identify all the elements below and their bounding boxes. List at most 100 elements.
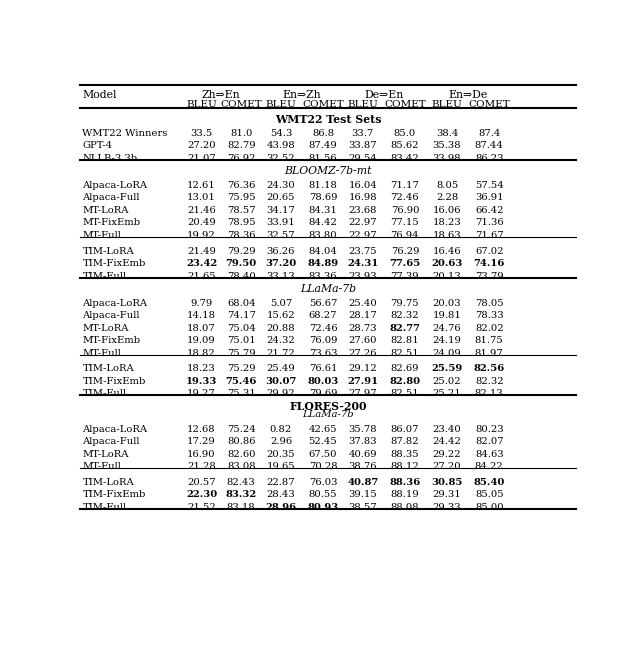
Text: 81.0: 81.0 [230, 129, 252, 138]
Text: MT-LoRA: MT-LoRA [83, 450, 129, 459]
Text: 30.85: 30.85 [431, 477, 463, 487]
Text: 35.38: 35.38 [433, 142, 461, 150]
Text: 29.12: 29.12 [348, 364, 377, 373]
Text: 16.90: 16.90 [188, 450, 216, 459]
Text: 25.21: 25.21 [433, 390, 461, 398]
Text: 38.4: 38.4 [436, 129, 458, 138]
Text: 70.28: 70.28 [308, 462, 337, 471]
Text: 36.26: 36.26 [267, 247, 295, 255]
Text: 2.28: 2.28 [436, 194, 458, 202]
Text: MT-LoRA: MT-LoRA [83, 324, 129, 332]
Text: 52.45: 52.45 [308, 437, 337, 446]
Text: 85.62: 85.62 [390, 142, 419, 150]
Text: 34.17: 34.17 [266, 206, 295, 215]
Text: 21.52: 21.52 [187, 503, 216, 512]
Text: MT-FixEmb: MT-FixEmb [83, 218, 141, 227]
Text: 2.96: 2.96 [270, 437, 292, 446]
Text: TIM-FixEmb: TIM-FixEmb [83, 490, 146, 499]
Text: 85.05: 85.05 [475, 490, 504, 499]
Text: 25.49: 25.49 [266, 364, 295, 373]
Text: TIM-FixEmb: TIM-FixEmb [83, 259, 146, 268]
Text: 88.12: 88.12 [390, 462, 419, 471]
Text: 20.88: 20.88 [267, 324, 295, 332]
Text: 85.0: 85.0 [394, 129, 416, 138]
Text: Alpaca-Full: Alpaca-Full [83, 437, 140, 446]
Text: BLEU: BLEU [266, 100, 296, 109]
Text: 12.61: 12.61 [187, 181, 216, 190]
Text: 80.23: 80.23 [475, 424, 504, 434]
Text: 82.81: 82.81 [390, 336, 419, 345]
Text: 79.50: 79.50 [225, 259, 257, 268]
Text: 16.98: 16.98 [348, 194, 377, 202]
Text: 20.03: 20.03 [433, 299, 461, 307]
Text: 32.52: 32.52 [267, 154, 295, 163]
Text: COMET: COMET [468, 100, 510, 109]
Text: Alpaca-Full: Alpaca-Full [83, 194, 140, 202]
Text: 82.13: 82.13 [475, 390, 504, 398]
Text: 82.51: 82.51 [390, 348, 419, 358]
Text: 18.82: 18.82 [187, 348, 216, 358]
Text: 68.27: 68.27 [308, 311, 337, 320]
Text: TIM-FixEmb: TIM-FixEmb [83, 377, 146, 386]
Text: 27.20: 27.20 [433, 462, 461, 471]
Text: 19.09: 19.09 [187, 336, 216, 345]
Text: 75.01: 75.01 [227, 336, 255, 345]
Text: MT-Full: MT-Full [83, 462, 122, 471]
Text: 14.18: 14.18 [187, 311, 216, 320]
Text: 28.43: 28.43 [266, 490, 295, 499]
Text: 33.7: 33.7 [351, 129, 374, 138]
Text: 37.83: 37.83 [348, 437, 377, 446]
Text: TIM-Full: TIM-Full [83, 390, 127, 398]
Text: 88.35: 88.35 [390, 450, 419, 459]
Text: 20.65: 20.65 [267, 194, 295, 202]
Text: 78.33: 78.33 [475, 311, 504, 320]
Text: 71.17: 71.17 [390, 181, 419, 190]
Text: En⇒De: En⇒De [449, 90, 488, 100]
Text: NLLB-3.3b: NLLB-3.3b [83, 154, 138, 163]
Text: LLaMa-7b: LLaMa-7b [302, 410, 354, 420]
Text: 22.97: 22.97 [348, 218, 377, 227]
Text: 16.06: 16.06 [433, 206, 461, 215]
Text: 66.42: 66.42 [475, 206, 504, 215]
Text: Model: Model [83, 90, 117, 100]
Text: 84.89: 84.89 [307, 259, 339, 268]
Text: 74.17: 74.17 [227, 311, 255, 320]
Text: 43.98: 43.98 [266, 142, 295, 150]
Text: 85.00: 85.00 [475, 503, 504, 512]
Text: 81.56: 81.56 [308, 154, 337, 163]
Text: 13.01: 13.01 [187, 194, 216, 202]
Text: 87.44: 87.44 [475, 142, 504, 150]
Text: 68.04: 68.04 [227, 299, 255, 307]
Text: 84.22: 84.22 [475, 462, 504, 471]
Text: 80.86: 80.86 [227, 437, 255, 446]
Text: 33.98: 33.98 [433, 154, 461, 163]
Text: 79.75: 79.75 [390, 299, 419, 307]
Text: 82.51: 82.51 [390, 390, 419, 398]
Text: 22.97: 22.97 [348, 231, 377, 240]
Text: 25.40: 25.40 [348, 299, 377, 307]
Text: 19.81: 19.81 [433, 311, 461, 320]
Text: 5.07: 5.07 [269, 299, 292, 307]
Text: 57.54: 57.54 [475, 181, 504, 190]
Text: 75.24: 75.24 [227, 424, 255, 434]
Text: 82.79: 82.79 [227, 142, 255, 150]
Text: 28.73: 28.73 [348, 324, 377, 332]
Text: 42.65: 42.65 [308, 424, 337, 434]
Text: 24.30: 24.30 [266, 181, 295, 190]
Text: 84.63: 84.63 [475, 450, 504, 459]
Text: 29.31: 29.31 [433, 490, 461, 499]
Text: 40.69: 40.69 [348, 450, 377, 459]
Text: Alpaca-LoRA: Alpaca-LoRA [83, 424, 148, 434]
Text: 82.43: 82.43 [227, 477, 255, 487]
Text: 80.93: 80.93 [307, 503, 339, 512]
Text: 75.04: 75.04 [227, 324, 255, 332]
Text: TIM-Full: TIM-Full [83, 272, 127, 281]
Text: 27.97: 27.97 [348, 390, 377, 398]
Text: 56.67: 56.67 [309, 299, 337, 307]
Text: 86.23: 86.23 [475, 154, 504, 163]
Text: 79.29: 79.29 [227, 247, 255, 255]
Text: 86.8: 86.8 [312, 129, 334, 138]
Text: 88.19: 88.19 [390, 490, 419, 499]
Text: TIM-LoRA: TIM-LoRA [83, 477, 134, 487]
Text: 82.80: 82.80 [389, 377, 420, 386]
